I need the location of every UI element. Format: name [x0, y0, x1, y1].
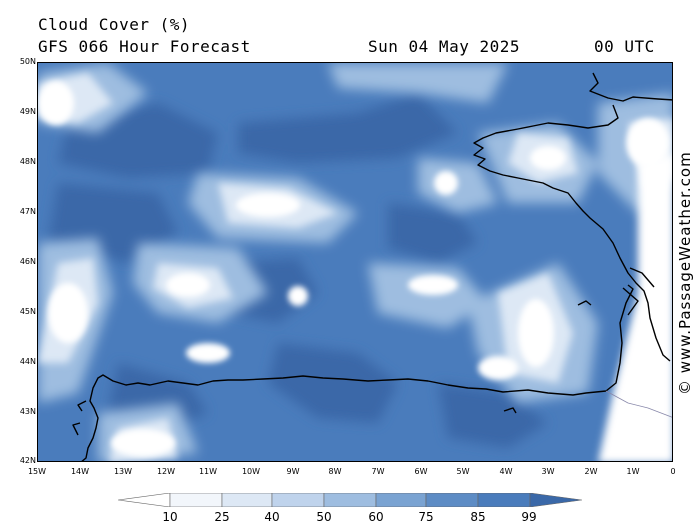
legend-label: 50	[316, 510, 332, 524]
legend-swatch	[118, 493, 171, 507]
lon-label: 10W	[241, 467, 261, 476]
lon-label: 0	[670, 467, 676, 476]
legend-label: 60	[368, 510, 384, 524]
lon-label: 8W	[328, 467, 342, 476]
forecast-subtitle: GFS 066 Hour Forecast	[38, 37, 251, 56]
lat-label: 44N	[19, 357, 36, 366]
legend-swatch	[477, 493, 531, 507]
lat-label: 48N	[19, 157, 36, 166]
lon-label: 14W	[70, 467, 90, 476]
legend-label: 25	[214, 510, 230, 524]
lat-label: 49N	[19, 107, 36, 116]
lon-label: 2W	[584, 467, 598, 476]
lat-label: 50N	[19, 57, 36, 66]
legend-label: 75	[418, 510, 434, 524]
thin-cloud-areas	[38, 63, 672, 461]
lat-label: 47N	[19, 207, 36, 216]
cloud-cover-field	[38, 63, 672, 461]
lon-label: 12W	[156, 467, 176, 476]
lat-label: 42N	[19, 456, 36, 465]
border-lines	[605, 390, 672, 418]
color-scale-legend	[118, 493, 582, 507]
lat-label: 43N	[19, 407, 36, 416]
lon-label: 15W	[27, 467, 47, 476]
legend-swatch	[271, 493, 325, 507]
lat-label: 45N	[19, 307, 36, 316]
legend-swatch	[169, 493, 223, 507]
lat-label: 46N	[19, 257, 36, 266]
forecast-date: Sun 04 May 2025	[368, 37, 520, 56]
legend-swatch	[323, 493, 377, 507]
coastlines	[72, 72, 672, 461]
lon-label: 3W	[541, 467, 555, 476]
lon-label: 9W	[286, 467, 300, 476]
lon-label: 11W	[198, 467, 218, 476]
cloud-cover-map	[37, 62, 673, 462]
lon-label: 6W	[414, 467, 428, 476]
lon-label: 1W	[626, 467, 640, 476]
legend-swatch	[529, 493, 582, 507]
lon-label: 13W	[113, 467, 133, 476]
legend-label: 10	[162, 510, 178, 524]
lon-label: 5W	[456, 467, 470, 476]
watermark: © www.PassageWeather.com	[676, 151, 694, 395]
legend-swatch	[221, 493, 273, 507]
legend-swatch	[425, 493, 479, 507]
lon-label: 7W	[371, 467, 385, 476]
forecast-hour: 00 UTC	[594, 37, 655, 56]
legend-label: 40	[264, 510, 280, 524]
legend-swatch	[375, 493, 427, 507]
legend-label: 99	[521, 510, 537, 524]
legend-label: 85	[470, 510, 486, 524]
map-title: Cloud Cover (%)	[38, 15, 190, 34]
lon-label: 4W	[499, 467, 513, 476]
